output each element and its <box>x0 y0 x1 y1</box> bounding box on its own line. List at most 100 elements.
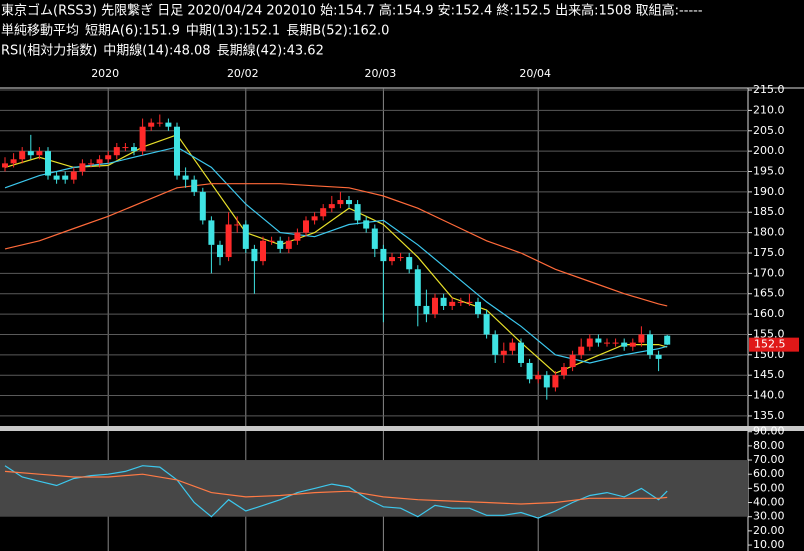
legend-entry: 長期B(52):162.0 <box>286 24 389 39</box>
candle-body <box>561 367 567 376</box>
y-tick-label: 70.00 <box>753 453 785 466</box>
y-tick-label: 30.00 <box>753 510 785 523</box>
candle-body <box>225 224 232 258</box>
y-tick-label: 170.0 <box>753 266 785 279</box>
y-tick-label: 160.0 <box>753 307 785 320</box>
y-tick-label: 180.0 <box>753 226 785 239</box>
candle-body <box>586 338 593 347</box>
candle-body <box>621 342 628 347</box>
candle-body <box>156 122 163 124</box>
y-tick-label: 155.0 <box>753 327 785 340</box>
candle-body <box>234 224 241 226</box>
candle-body <box>397 257 404 259</box>
candle-body <box>475 301 481 315</box>
candle-body <box>483 314 490 335</box>
candle-body <box>500 350 507 355</box>
candle-body <box>492 334 499 355</box>
candle-body <box>294 232 301 241</box>
candle-body <box>165 122 172 127</box>
candle-body <box>629 342 636 347</box>
candle-body <box>285 240 292 249</box>
candle-body <box>88 163 94 165</box>
shade-band <box>0 460 748 517</box>
candle-body <box>526 362 533 380</box>
candle-body <box>2 163 8 168</box>
y-tick-label: 135.0 <box>753 409 785 422</box>
candle-body <box>655 354 662 359</box>
candle-body <box>371 228 378 249</box>
last-price-box <box>749 337 799 352</box>
candle-body <box>122 147 129 149</box>
candle-body <box>53 175 60 180</box>
rsi-line <box>4 465 668 519</box>
x-tick-label: 2020 <box>91 67 119 80</box>
candle-body <box>337 200 344 205</box>
candle-body <box>10 159 17 164</box>
candle-body <box>328 204 335 209</box>
candle-body <box>62 175 69 180</box>
y-tick-label: 50.00 <box>753 481 785 494</box>
candle-body <box>268 240 275 242</box>
y-tick-label: 190.0 <box>753 185 785 198</box>
y-tick-label: 210.0 <box>753 103 785 116</box>
y-tick-label: 185.0 <box>753 205 785 218</box>
y-tick-label: 20.00 <box>753 524 785 537</box>
x-tick-label: 20/03 <box>365 67 397 80</box>
candle-body <box>139 126 146 152</box>
candle-body <box>346 200 352 205</box>
candle-body <box>277 240 284 249</box>
candle-body <box>36 151 43 156</box>
candle-body <box>664 335 671 345</box>
y-tick-label: 195.0 <box>753 165 785 178</box>
candle-body <box>647 334 653 355</box>
candle-body <box>311 216 318 221</box>
candle-body <box>569 354 576 368</box>
candle-body <box>191 179 198 192</box>
candle-body <box>543 375 550 388</box>
y-tick-label: 60.00 <box>753 467 785 480</box>
candle-body <box>354 204 361 221</box>
y-tick-label: 165.0 <box>753 287 785 300</box>
y-tick-label: 205.0 <box>753 124 785 137</box>
candle-body <box>457 301 464 303</box>
legend-entry: 短期A(6):151.9 <box>85 24 180 39</box>
candle-body <box>509 342 516 351</box>
y-tick-label: 80.00 <box>753 439 785 452</box>
y-tick-label: 145.0 <box>753 368 785 381</box>
candle-body <box>45 151 51 176</box>
y-tick-label: 215.0 <box>753 83 785 96</box>
candle-body <box>535 375 542 380</box>
legend-entry: 中期線(14):48.08 <box>103 43 210 59</box>
candle-body <box>406 257 413 270</box>
candle-body <box>638 334 645 343</box>
candle-body <box>363 220 370 229</box>
candle-body <box>595 338 602 343</box>
chart-title: 東京ゴム(RSS3) 先限繋ぎ 日足 2020/04/24 202010 始:1… <box>1 3 703 19</box>
candle-body <box>260 240 266 262</box>
y-tick-label: 140.0 <box>753 389 785 402</box>
candle-body <box>70 171 77 180</box>
candle-body <box>251 248 258 262</box>
y-tick-label: 90.00 <box>753 425 785 438</box>
candle-body <box>449 301 456 306</box>
last-price-label: 152.5 <box>754 338 786 351</box>
candle-body <box>552 375 559 388</box>
candle-body <box>242 224 249 249</box>
candle-body <box>432 297 438 315</box>
y-tick-label: 10.00 <box>753 538 785 551</box>
x-tick-label: 20/02 <box>227 67 259 80</box>
candle-body <box>217 244 223 258</box>
candle-body <box>466 301 473 303</box>
candle-body <box>303 220 309 233</box>
y-tick-label: 200.0 <box>753 144 785 157</box>
moving-average-line <box>4 134 668 374</box>
candle-body <box>96 159 103 164</box>
candle-body <box>414 269 421 306</box>
rsi-line <box>4 470 668 505</box>
candle-body <box>423 305 430 315</box>
y-tick-label: 175.0 <box>753 246 785 259</box>
candle-body <box>79 163 86 172</box>
